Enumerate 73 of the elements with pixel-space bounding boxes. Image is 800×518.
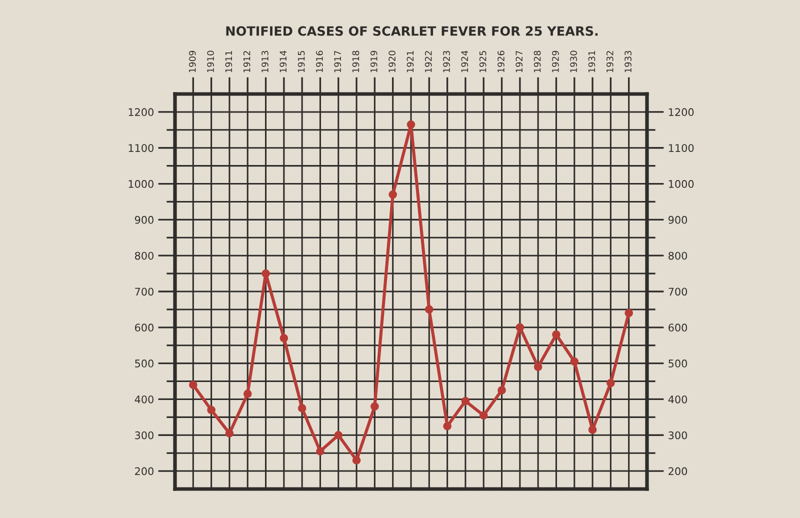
x-tick-label: 1925 — [479, 50, 486, 72]
y-tick-label: 200 — [135, 467, 154, 476]
x-tick-label: 1920 — [388, 50, 396, 72]
x-tick-label: 1914 — [280, 50, 287, 72]
point — [498, 386, 506, 394]
y-tick-label: 300 — [135, 431, 154, 440]
y-tick-label: 1000 — [128, 180, 154, 188]
x-tick-label: 1922 — [424, 51, 432, 72]
x-tick-label: 1911 — [225, 51, 232, 72]
point — [243, 390, 252, 398]
y2-tick-label: 200 — [668, 467, 688, 476]
x-tick-label: 1909 — [188, 50, 196, 72]
y2-tick-label: 700 — [668, 288, 688, 296]
point — [207, 406, 216, 414]
x-tick-label: 1929 — [552, 50, 559, 72]
point — [570, 357, 579, 366]
x-tick-label: 1932 — [606, 51, 614, 72]
y-tick-label: 1100 — [128, 144, 154, 152]
x-tick-label: 1927 — [516, 50, 523, 72]
y-tick-label: 500 — [135, 360, 154, 368]
x-tick-label: 1913 — [262, 50, 268, 72]
y2-tick-label: 1100 — [668, 144, 694, 152]
y-tick-label: 800 — [134, 252, 154, 260]
point — [388, 190, 398, 199]
point — [479, 411, 488, 420]
point — [606, 378, 615, 388]
y-tick-label: 600 — [135, 324, 154, 332]
x-tick-label: 1918 — [352, 50, 360, 72]
y2-tick-label: 600 — [668, 324, 688, 332]
x-tick-label: 1910 — [207, 50, 214, 72]
point — [352, 456, 361, 464]
y2-tick-label: 900 — [668, 216, 688, 224]
point — [406, 120, 416, 129]
x-tick-label: 1923 — [443, 50, 450, 72]
point — [516, 323, 524, 332]
y2-tick-label: 800 — [668, 252, 688, 260]
point — [461, 396, 470, 406]
y-tick-label: 400 — [134, 395, 154, 404]
y2-tick-label: 1200 — [668, 108, 694, 116]
point — [534, 362, 542, 372]
x-tick-label: 1933 — [624, 50, 632, 72]
y2-tick-label: 400 — [668, 395, 688, 404]
x-tick-label: 1917 — [334, 50, 342, 72]
y2-tick-label: 1000 — [668, 180, 694, 188]
x-tick-label: 1919 — [370, 50, 378, 72]
y-tick-label: 900 — [134, 216, 154, 224]
point — [280, 334, 288, 342]
point — [334, 430, 343, 440]
point — [298, 404, 306, 412]
point — [624, 308, 634, 318]
x-tick-label: 1928 — [534, 50, 541, 72]
y-tick-label: 1200 — [128, 108, 154, 116]
x-tick-label: 1930 — [570, 50, 578, 72]
point — [552, 330, 560, 339]
x-tick-label: 1924 — [461, 50, 468, 72]
point — [262, 269, 270, 278]
chart-title: NOTIFIED CASES OF SCARLET FEVER FOR 25 YEARS. — [226, 26, 598, 36]
x-tick-label: 1921 — [406, 51, 414, 72]
point — [370, 402, 379, 411]
x-tick-label: 1931 — [588, 51, 596, 72]
point — [225, 429, 234, 438]
y-tick-label: 700 — [135, 288, 154, 296]
point — [588, 426, 597, 434]
point — [443, 422, 452, 430]
point — [316, 447, 324, 456]
y2-tick-label: 500 — [668, 360, 688, 368]
y2-tick-label: 300 — [668, 431, 688, 440]
x-tick-label: 1926 — [498, 50, 504, 72]
point — [188, 380, 198, 390]
point — [424, 305, 434, 314]
x-tick-label: 1912 — [243, 51, 250, 72]
x-tick-label: 1916 — [316, 50, 323, 72]
x-tick-label: 1915 — [298, 50, 305, 72]
